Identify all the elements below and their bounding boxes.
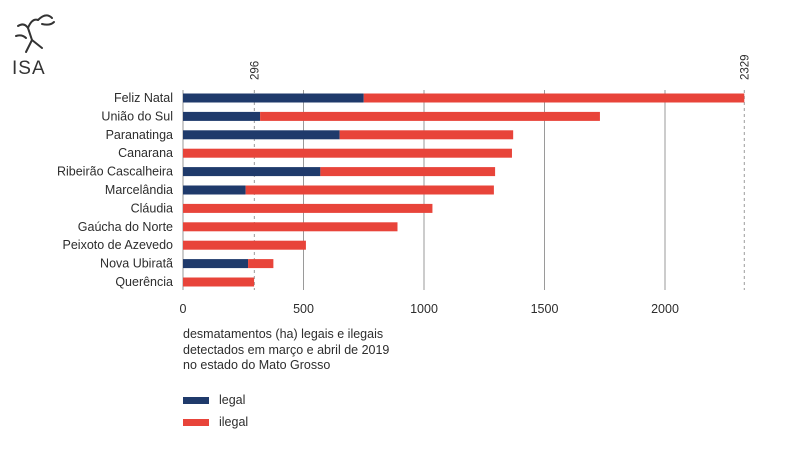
category-label: Nova Ubiratã [100, 257, 173, 271]
category-label: Peixoto de Azevedo [63, 238, 174, 252]
bar-ilegal [183, 240, 306, 250]
category-label: Gaúcha do Norte [78, 220, 173, 234]
legend-swatch-ilegal [183, 418, 209, 426]
x-tick-label: 500 [293, 302, 314, 316]
bar-ilegal [183, 148, 512, 158]
category-label: Paranatinga [106, 128, 173, 142]
bar-ilegal [248, 259, 274, 269]
legend: legal ilegal [183, 389, 248, 433]
bar-legal [183, 167, 321, 177]
legend-item-legal: legal [183, 389, 248, 411]
bar-ilegal [183, 222, 398, 232]
bar-ilegal [363, 93, 745, 103]
x-tick-label: 2000 [651, 302, 679, 316]
x-tick-label: 1000 [410, 302, 438, 316]
bar-legal [183, 93, 364, 103]
x-tick-label: 1500 [531, 302, 559, 316]
isa-logo-text: ISA [12, 58, 46, 79]
isa-figure-icon [15, 14, 55, 53]
bar-ilegal [260, 111, 600, 121]
caption-line: no estado do Mato Grosso [183, 358, 331, 372]
legend-label-ilegal: ilegal [219, 415, 249, 429]
category-label: Cláudia [131, 201, 173, 215]
bar-ilegal [183, 203, 433, 213]
chart-caption: desmatamentos (ha) legais e ilegais dete… [183, 327, 483, 374]
bar-legal [183, 130, 340, 140]
category-label: Feliz Natal [114, 91, 173, 105]
reference-line-label: 296 [249, 61, 261, 80]
bar-ilegal [245, 185, 494, 195]
bar-legal [183, 185, 246, 195]
legend-swatch-legal [183, 396, 209, 404]
category-label: União do Sul [101, 109, 173, 123]
bar-legal [183, 111, 261, 121]
x-tick-label: 0 [180, 302, 187, 316]
legend-label-legal: legal [219, 393, 246, 407]
isa-logo [8, 8, 68, 80]
category-label: Canarana [118, 146, 173, 160]
category-label: Ribeirão Cascalheira [57, 165, 173, 179]
bar-ilegal [320, 167, 496, 177]
bar-ilegal [339, 130, 514, 140]
category-label: Marcelândia [105, 183, 173, 197]
bar-chart: 0 500 1000 1500 2000 296 2329 Feliz Natal União … [57, 54, 751, 316]
caption-line: desmatamentos (ha) legais e ilegais [183, 327, 384, 341]
bar-legal [183, 259, 249, 269]
legend-item-ilegal: ilegal [183, 411, 248, 433]
reference-line-label: 2329 [739, 54, 751, 80]
category-label: Querência [115, 275, 173, 289]
caption-line: detectados em março e abril de 2019 [183, 342, 390, 357]
bar-ilegal [183, 277, 255, 287]
